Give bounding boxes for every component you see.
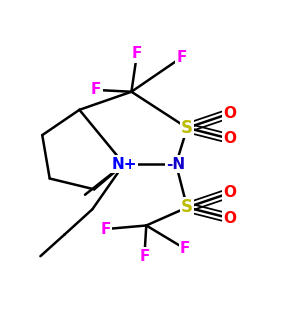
Text: F: F [100, 222, 111, 237]
Text: O: O [224, 211, 236, 226]
Text: O: O [224, 185, 236, 201]
Text: -N: -N [167, 157, 186, 171]
Text: F: F [176, 50, 187, 65]
Text: O: O [224, 131, 236, 146]
Text: F: F [91, 82, 101, 97]
Text: S: S [181, 198, 193, 216]
Text: O: O [224, 106, 236, 121]
Text: F: F [132, 46, 142, 61]
Text: N+: N+ [111, 157, 137, 171]
Text: S: S [181, 119, 193, 137]
Text: F: F [180, 241, 190, 256]
Text: F: F [139, 249, 150, 264]
